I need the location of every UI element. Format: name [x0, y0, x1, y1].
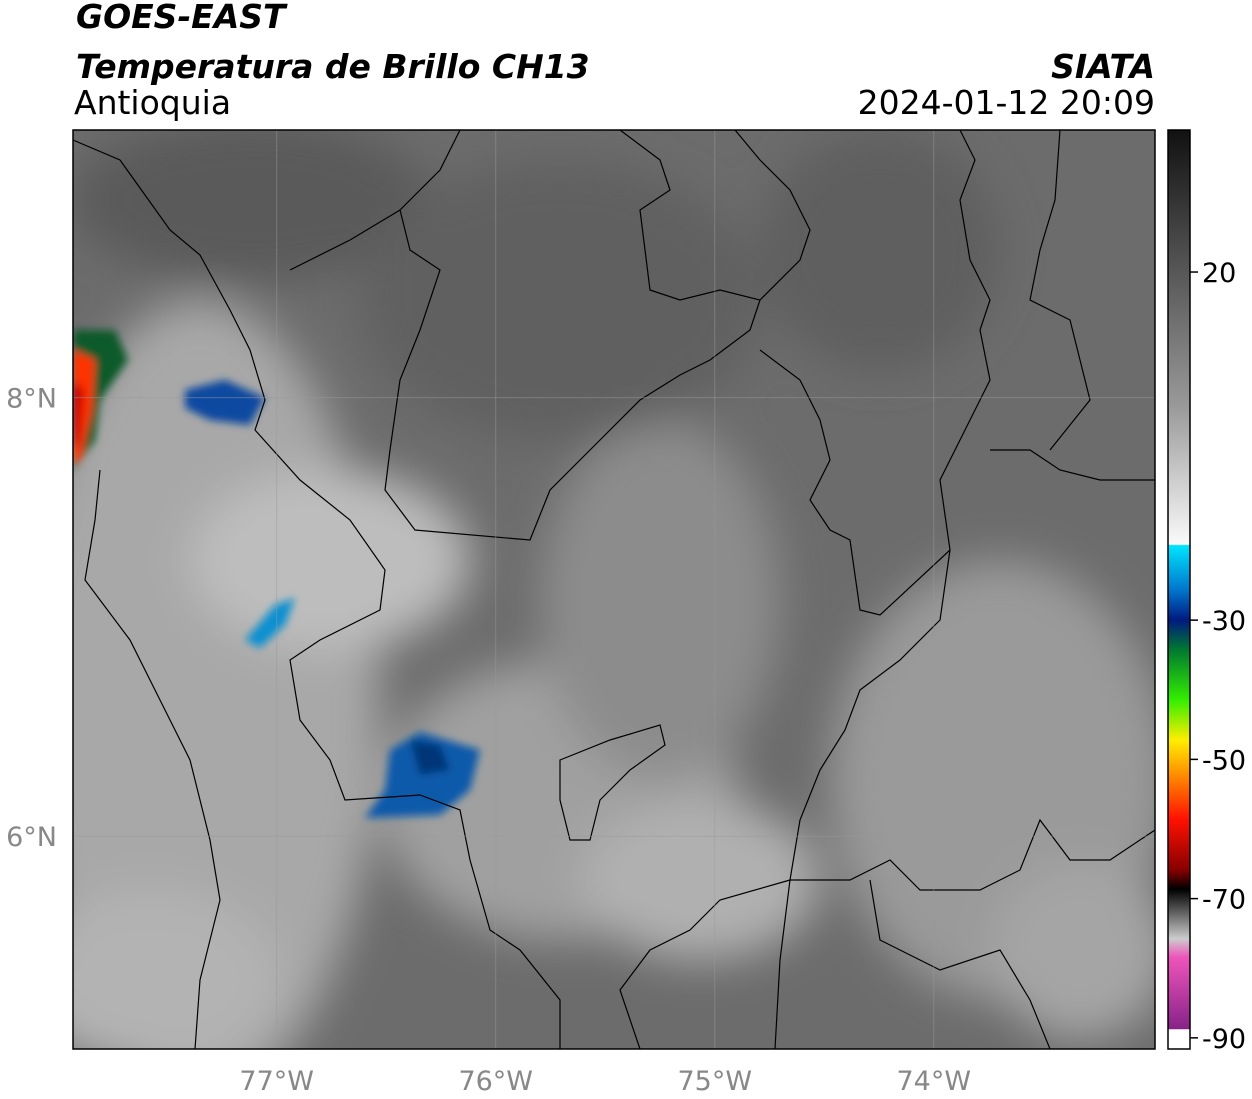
region: Antioquia: [74, 83, 231, 122]
colorbar-tick-label: -30: [1202, 606, 1246, 637]
datetime: 2024-01-12 20:09: [858, 83, 1155, 122]
title: GOES-EAST: [76, 0, 288, 36]
source: SIATA: [1051, 47, 1155, 86]
x-tick-label: 74°W: [897, 1066, 972, 1097]
x-tick-label: 77°W: [239, 1066, 314, 1097]
satellite-image: [73, 130, 1155, 1049]
colorbar-tick-label: -50: [1202, 745, 1246, 776]
map-frame: [72, 129, 1156, 1050]
x-tick-label: 76°W: [458, 1066, 533, 1097]
subtitle: Temperatura de Brillo CH13: [76, 47, 590, 86]
colorbar-tick-label: -70: [1202, 885, 1246, 916]
colorbar-tick-label: -90: [1202, 1024, 1246, 1055]
y-tick-label: 8°N: [6, 384, 57, 415]
graticule: [73, 130, 1155, 1049]
x-tick-label: 75°W: [677, 1066, 752, 1097]
y-tick-label: 6°N: [6, 822, 57, 853]
colorbar-tick-label: 20: [1202, 258, 1236, 289]
colorbar-ticks: 20 -30 -50 -70 -90: [1190, 258, 1246, 1055]
boundaries: [73, 130, 1155, 1049]
colorbar: [1167, 129, 1191, 1050]
